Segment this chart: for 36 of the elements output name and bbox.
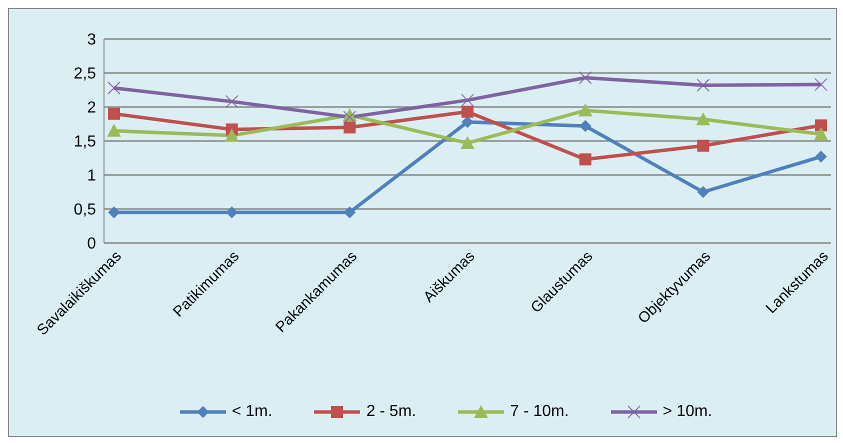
- legend-label: < 1m.: [232, 403, 272, 421]
- point: [814, 78, 828, 92]
- y-tick-label: 3: [87, 32, 96, 49]
- point: [578, 71, 592, 84]
- point: [697, 186, 710, 198]
- y-tick-label: 0,5: [74, 202, 96, 219]
- point: [579, 120, 592, 132]
- legend-label: 2 - 5m.: [366, 403, 416, 421]
- point: [815, 119, 827, 132]
- point: [814, 127, 828, 140]
- y-tick-label: 1,5: [74, 134, 96, 151]
- y-tick-label: 1: [87, 168, 96, 185]
- point: [343, 110, 356, 124]
- point: [697, 140, 710, 152]
- point: [344, 121, 356, 134]
- point: [815, 150, 827, 163]
- point: [579, 153, 592, 166]
- point: [107, 124, 121, 137]
- legend-label: 7 - 10m.: [510, 403, 569, 421]
- point: [108, 81, 120, 94]
- point: [108, 108, 120, 120]
- point: [226, 206, 238, 218]
- y-tick-label: 2,5: [74, 66, 96, 83]
- point: [225, 95, 238, 108]
- point: [696, 112, 710, 126]
- point: [460, 136, 474, 150]
- point: [108, 206, 120, 218]
- point: [578, 103, 592, 116]
- legend-label: > 10m.: [662, 403, 712, 421]
- point: [696, 78, 710, 92]
- point: [462, 106, 474, 118]
- point: [344, 206, 356, 218]
- y-tick-label: 0: [87, 236, 96, 253]
- y-tick-label: 2: [87, 100, 96, 117]
- point: [224, 128, 239, 142]
- point: [461, 94, 474, 107]
